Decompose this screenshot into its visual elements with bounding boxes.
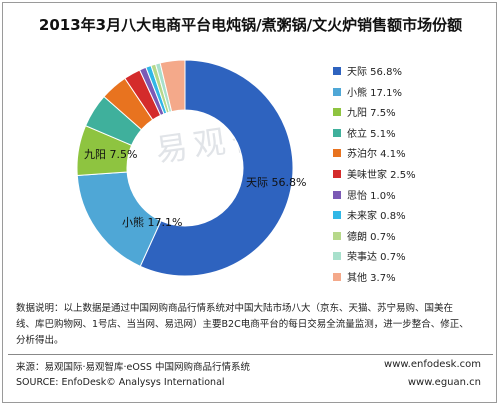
legend-swatch <box>333 272 341 281</box>
data-note: 数据说明：以上数据是通过中国网购商品行情系统对中国大陆市场八大（京东、天猫、苏宁… <box>16 301 490 349</box>
legend-label: 荣事达 0.7% <box>347 252 406 264</box>
legend-item: 思怡 1.0% <box>333 187 483 208</box>
legend-label: 依立 5.1% <box>347 128 396 140</box>
legend-item: 苏泊尔 4.1% <box>333 145 483 166</box>
source-cn: 来源：易观国际·易观智库·eOSS 中国网购商品行情系统 <box>16 362 250 373</box>
url-enfodesk[interactable]: www.enfodesk.com <box>384 359 481 370</box>
note-line-2: 线、库巴购物网、1号店、当当网、易迅网）主要B2C电商平台的每日交易全流量监测，… <box>16 319 469 330</box>
slice-label-1: 天际 56.8% <box>246 176 306 189</box>
legend-swatch <box>333 231 341 240</box>
source-en: SOURCE: EnfoDesk© Analysys International <box>16 377 225 388</box>
note-line-1: 数据说明：以上数据是通过中国网购商品行情系统对中国大陆市场八大（京东、天猫、苏宁… <box>16 303 454 314</box>
legend-item: 天际 56.8% <box>333 63 483 84</box>
legend-swatch <box>333 211 341 220</box>
legend-swatch <box>333 169 341 178</box>
legend-item: 小熊 17.1% <box>333 84 483 105</box>
legend-item: 美味世家 2.5% <box>333 166 483 187</box>
chart-title: 2013年3月八大电商平台电炖锅/煮粥锅/文火炉销售额市场份额 <box>38 16 463 34</box>
legend-label: 其他 3.7% <box>347 272 396 284</box>
legend-label: 美味世家 2.5% <box>347 169 416 181</box>
legend-swatch <box>333 108 341 117</box>
legend-swatch <box>333 128 341 137</box>
legend-swatch <box>333 252 341 261</box>
legend-swatch <box>333 190 341 199</box>
slice-label-3: 九阳 7.5% <box>84 148 137 161</box>
legend-label: 思怡 1.0% <box>347 190 396 202</box>
slice-1 <box>139 59 294 277</box>
donut-chart: 天际 56.8% 小熊 17.1% 九阳 7.5% <box>76 59 306 277</box>
footer-divider <box>8 354 493 355</box>
slice-11 <box>159 59 186 113</box>
legend-item: 德朗 0.7% <box>333 228 483 249</box>
legend-label: 天际 56.8% <box>347 67 402 78</box>
legend-item: 依立 5.1% <box>333 125 483 146</box>
legend-item: 荣事达 0.7% <box>333 248 483 269</box>
legend-swatch <box>333 67 341 75</box>
legend-label: 小熊 17.1% <box>347 87 402 99</box>
legend-item: 未来家 0.8% <box>333 207 483 228</box>
url-eguan[interactable]: www.eguan.cn <box>407 377 481 388</box>
legend-swatch <box>333 87 341 96</box>
legend-item: 其他 3.7% <box>333 269 483 290</box>
legend-label: 德朗 0.7% <box>347 231 396 243</box>
note-line-3: 分析得出。 <box>16 335 64 346</box>
slice-label-2: 小熊 17.1% <box>122 215 182 229</box>
legend-item: 九阳 7.5% <box>333 104 483 125</box>
legend-swatch <box>333 149 341 158</box>
legend-label: 未来家 0.8% <box>347 211 406 223</box>
legend-label: 苏泊尔 4.1% <box>347 149 406 161</box>
legend-label: 九阳 7.5% <box>347 108 396 120</box>
chart-legend: 天际 56.8% 小熊 17.1% 九阳 7.5% 依立 5.1% 苏泊尔 4.1% 美味… <box>333 63 483 290</box>
